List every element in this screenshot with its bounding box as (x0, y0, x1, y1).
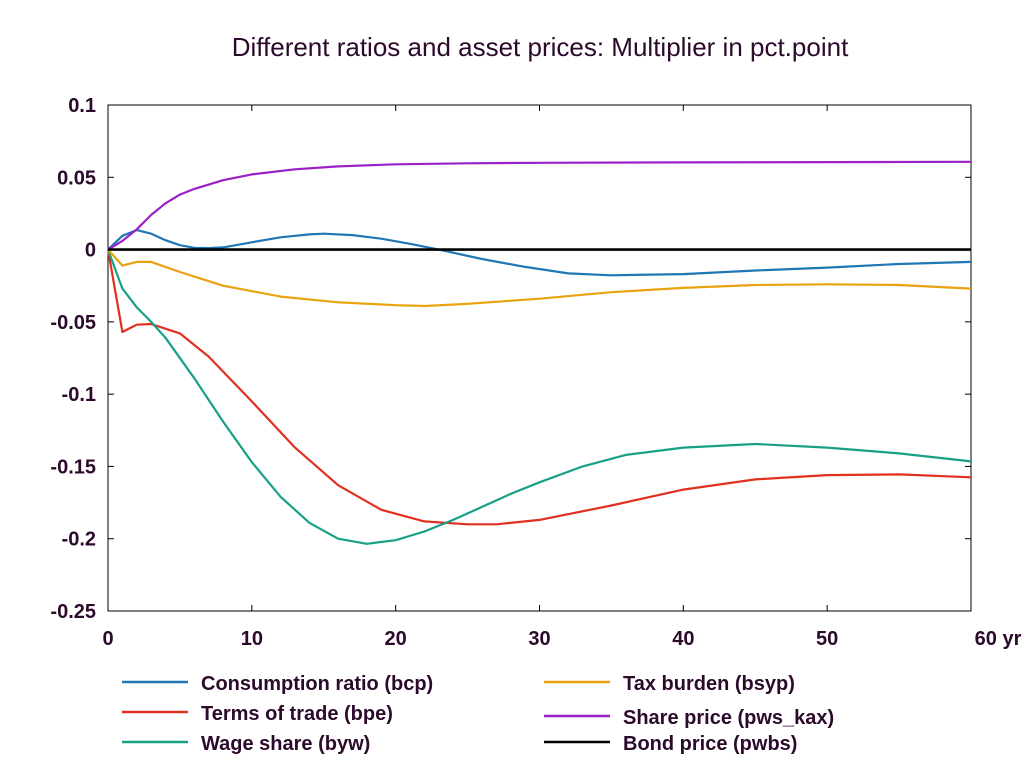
y-tick-label: -0.1 (62, 384, 96, 406)
legend-label-0: Consumption ratio (bcp) (201, 673, 433, 695)
plot-frame (107, 104, 972, 612)
legend: Consumption ratio (bcp) Terms of trade (b… (122, 673, 834, 755)
y-tick-label: -0.25 (50, 601, 96, 623)
x-tick-label: 60 yr (975, 628, 1022, 650)
series-line-1 (106, 249, 972, 526)
series-line-0 (107, 229, 972, 277)
x-tick-label: 40 (672, 628, 694, 650)
y-tick-label: -0.2 (62, 529, 96, 551)
series-line-2 (106, 249, 972, 545)
chart-title: Different ratios and asset prices: Multi… (231, 32, 849, 62)
x-tick-label: 0 (102, 628, 113, 650)
legend-label-1: Terms of trade (bpe) (201, 703, 393, 725)
y-tick-label: 0.1 (68, 95, 96, 117)
y-tick-label: 0.05 (57, 167, 96, 189)
y-tick-label: 0 (85, 240, 96, 262)
series-layer (106, 160, 972, 545)
series-line-4 (107, 160, 972, 251)
legend-label-5: Bond price (pwbs) (623, 733, 797, 755)
legend-label-3: Tax burden (bsyp) (623, 673, 795, 695)
legend-label-4: Share price (pws_kax) (623, 707, 834, 729)
x-tick-label: 20 (385, 628, 407, 650)
legend-label-2: Wage share (byw) (201, 733, 370, 755)
x-tick-label: 10 (241, 628, 263, 650)
axes-layer (107, 104, 972, 612)
y-tick-label: -0.05 (50, 312, 96, 334)
x-tick-label: 50 (816, 628, 838, 650)
y-tick-label: -0.15 (50, 456, 96, 478)
series-line-3 (107, 248, 972, 308)
tick-labels: 0.1 0.05 0 -0.05 -0.1 -0.15 -0.2 -0.25 0 10 20 30 40… (50, 95, 1021, 650)
x-tick-label: 30 (528, 628, 550, 650)
